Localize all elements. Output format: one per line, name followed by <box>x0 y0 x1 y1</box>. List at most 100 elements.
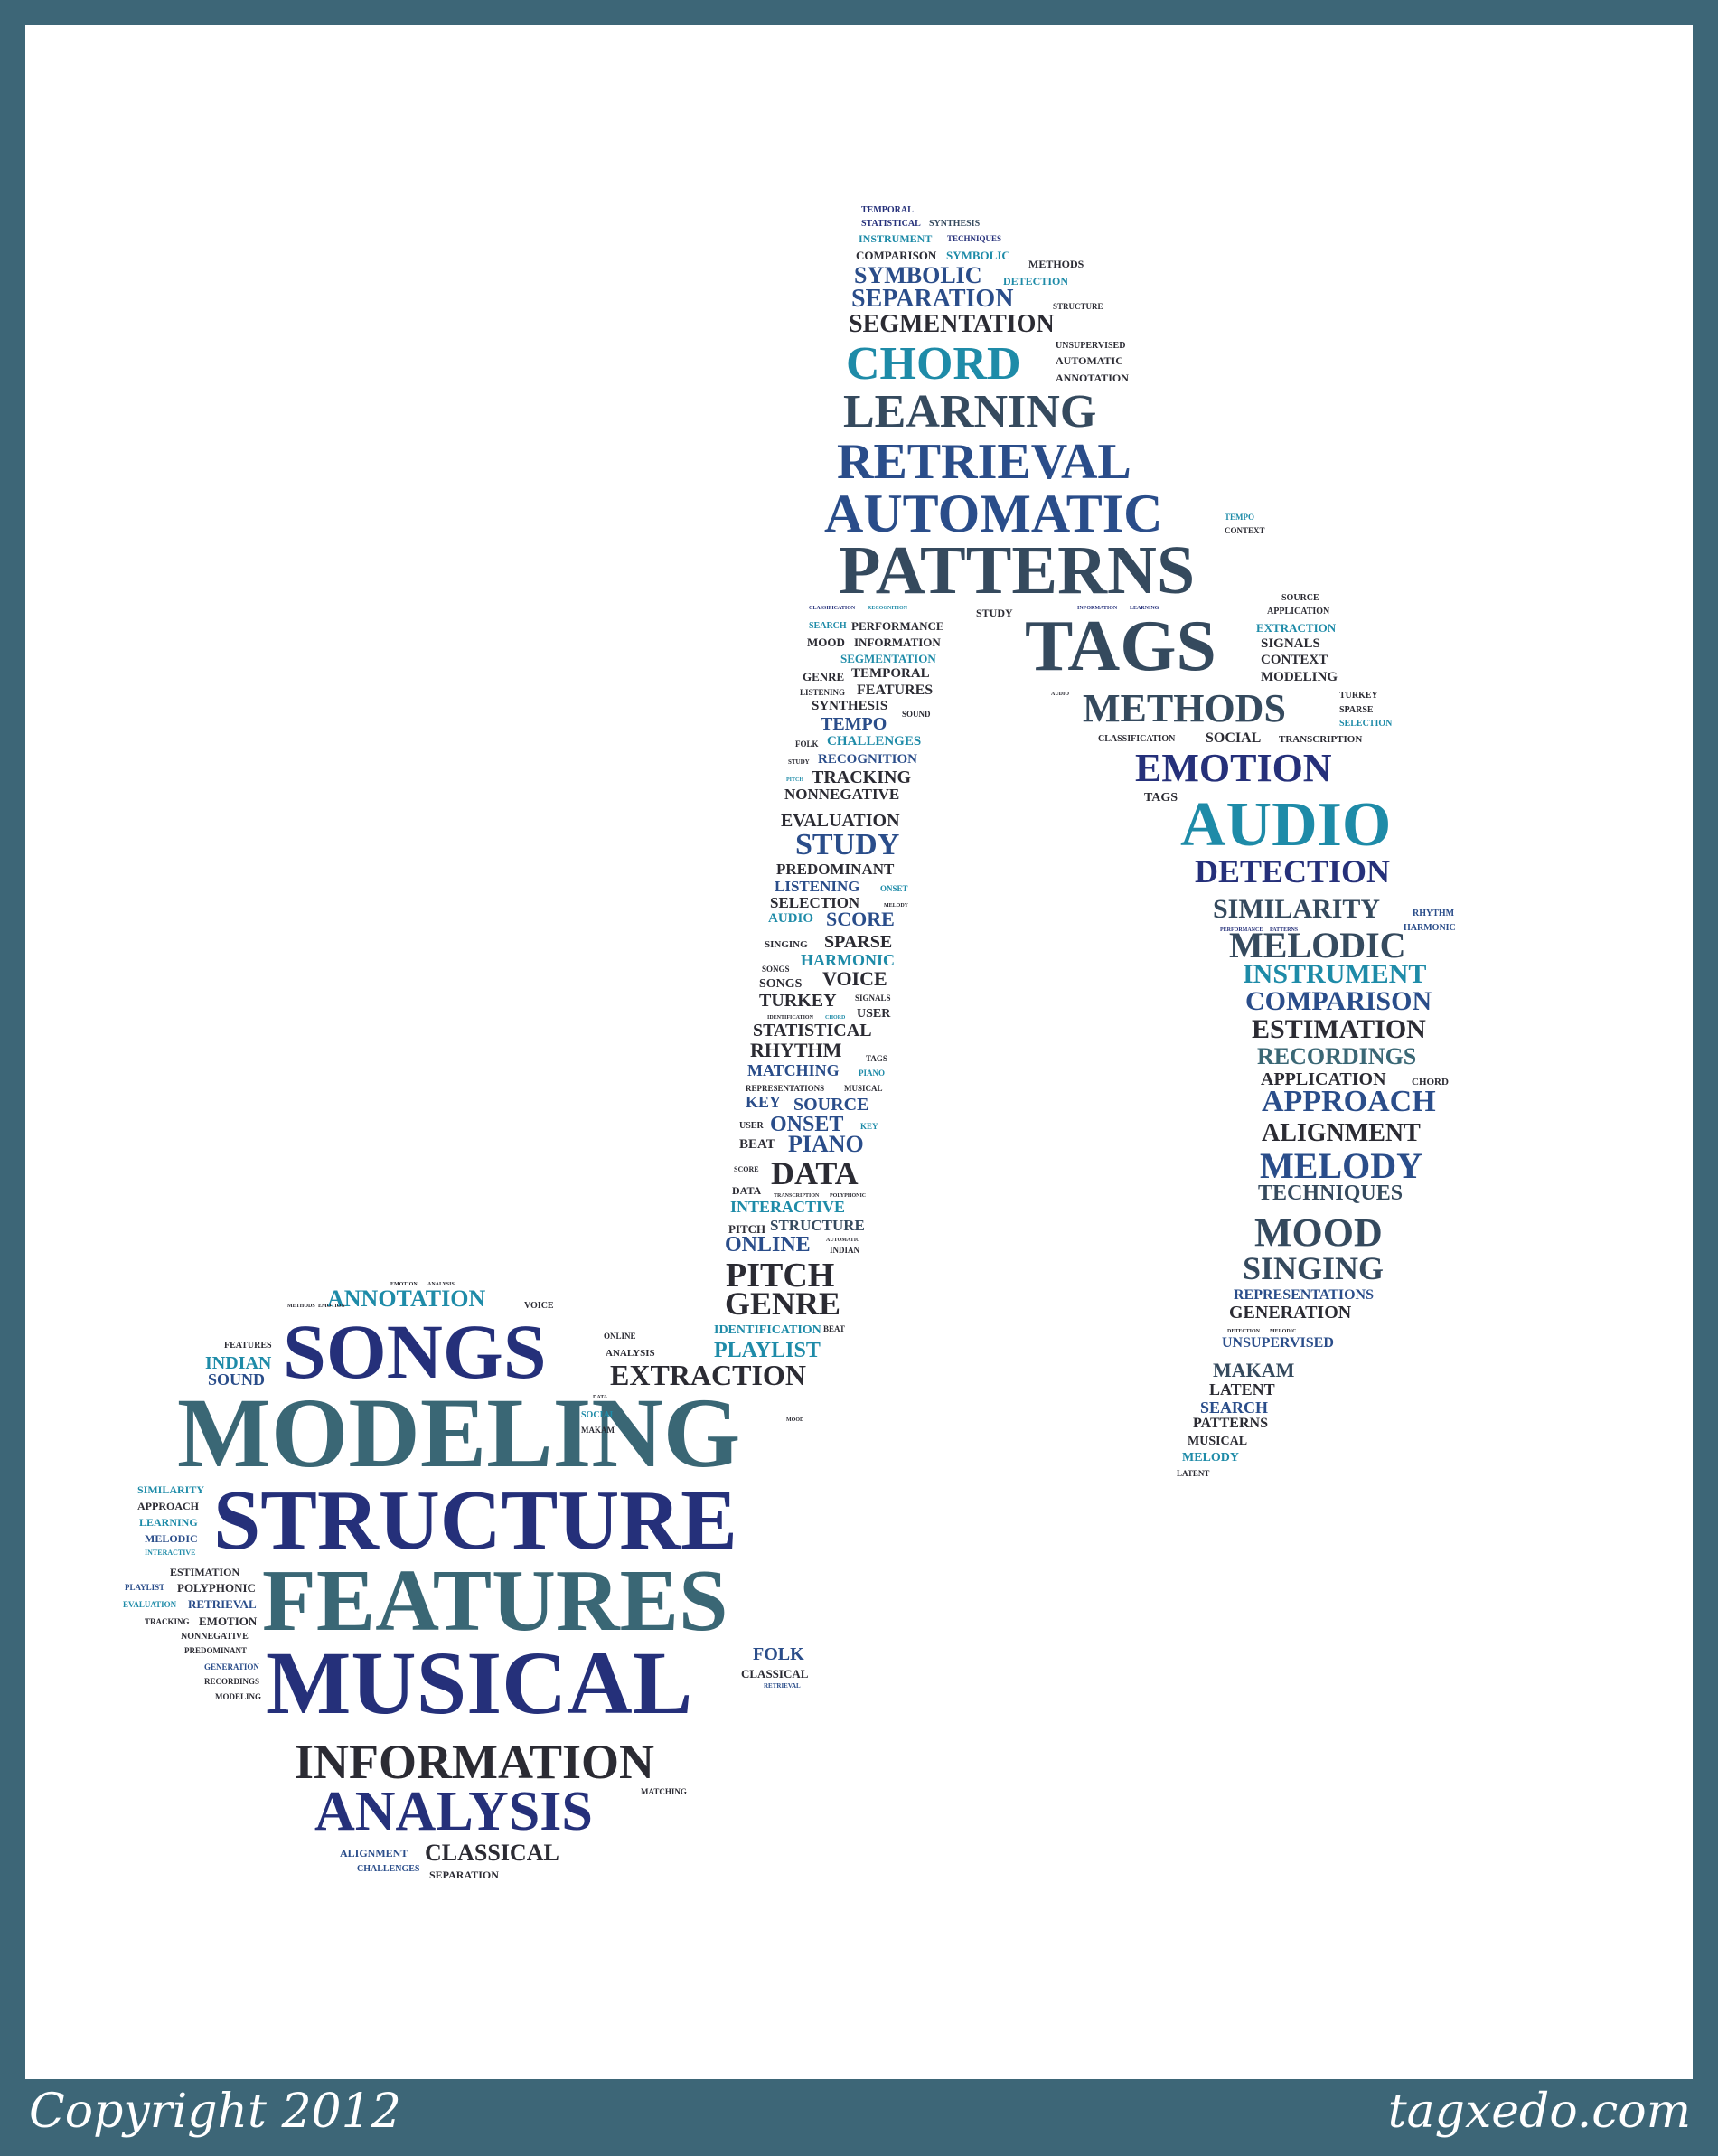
cloud-word: METHODS <box>287 1304 315 1309</box>
cloud-word: EMOTION <box>199 1615 258 1628</box>
cloud-word: MELODIC <box>145 1532 198 1545</box>
cloud-word: AUDIO <box>1180 790 1392 860</box>
cloud-word: EMOTION <box>318 1304 345 1309</box>
cloud-word: EMOTION <box>390 1282 418 1287</box>
cloud-word: APPLICATION <box>1267 607 1330 617</box>
cloud-word: EXTRACTION <box>1256 621 1337 635</box>
cloud-word: AUTOMATIC <box>824 484 1163 543</box>
cloud-word: RHYTHM <box>750 1039 842 1061</box>
cloud-word: SEGMENTATION <box>849 310 1055 338</box>
cloud-word: PIANO <box>859 1069 885 1078</box>
cloud-word: SYNTHESIS <box>812 699 888 713</box>
cloud-word: IDENTIFICATION <box>767 1015 813 1021</box>
cloud-word: SOCIAL <box>581 1410 616 1420</box>
cloud-word: SEGMENTATION <box>840 652 936 665</box>
cloud-word: SYNTHESIS <box>929 219 981 229</box>
cloud-word: LISTENING <box>775 878 860 895</box>
cloud-word: UNSUPERVISED <box>1222 1335 1334 1351</box>
cloud-word: MATCHING <box>747 1061 840 1079</box>
cloud-word: MATCHING <box>641 1787 687 1796</box>
cloud-word: POLYPHONIC <box>830 1193 867 1199</box>
cloud-word: RETRIEVAL <box>837 434 1131 490</box>
cloud-word: PREDOMINANT <box>184 1646 247 1655</box>
cloud-word: MELODY <box>884 903 908 909</box>
cloud-word: SYMBOLIC <box>946 249 1010 262</box>
cloud-word: HARMONIC <box>801 951 895 969</box>
cloud-word: SIMILARITY <box>1213 894 1381 924</box>
cloud-word: LATENT <box>1177 1469 1210 1478</box>
cloud-word: MOOD <box>1254 1210 1383 1255</box>
cloud-word: LEARNING <box>843 386 1097 438</box>
cloud-word: TURKEY <box>759 991 837 1011</box>
cloud-word: PIANO <box>788 1131 864 1157</box>
cloud-word: STRUCTURE <box>770 1217 865 1234</box>
cloud-word: RHYTHM <box>1413 909 1455 918</box>
cloud-word: MELODIC <box>1229 925 1406 965</box>
cloud-word: ANNOTATION <box>1056 372 1129 384</box>
cloud-word: SEARCH <box>809 621 847 631</box>
cloud-word: PERFORMANCE <box>1220 927 1263 933</box>
cloud-word: ANALYSIS <box>427 1282 455 1287</box>
cloud-word: SEPARATION <box>851 285 1014 313</box>
cloud-word: GENERATION <box>204 1662 259 1671</box>
cloud-word: INFORMATION <box>295 1735 654 1789</box>
cloud-word: POLYPHONIC <box>177 1581 256 1595</box>
cloud-word: GENRE <box>803 670 845 683</box>
cloud-word: SINGING <box>1243 1250 1385 1286</box>
cloud-word: SOURCE <box>1281 593 1319 603</box>
cloud-word: INTERACTIVE <box>730 1198 846 1216</box>
cloud-word: SOCIAL <box>1206 730 1262 746</box>
cloud-word: KEY <box>746 1093 782 1111</box>
cloud-word: ALIGNMENT <box>340 1847 408 1859</box>
cloud-word: NONNEGATIVE <box>784 786 900 803</box>
cloud-word: EMOTION <box>1135 746 1332 790</box>
cloud-word: ESTIMATION <box>170 1566 240 1578</box>
cloud-word: EVALUATION <box>123 1600 177 1609</box>
site-label[interactable]: tagxedo.com <box>1387 2085 1691 2139</box>
cloud-word: DETECTION <box>1003 275 1069 287</box>
cloud-word: MODELING <box>177 1378 741 1488</box>
cloud-word: PITCH <box>728 1222 766 1236</box>
cloud-word: TAGS <box>1144 791 1178 805</box>
cloud-word: ONSET <box>770 1113 844 1136</box>
cloud-word: REPRESENTATIONS <box>746 1084 825 1093</box>
cloud-word: SEARCH <box>1200 1398 1269 1417</box>
cloud-word: CLASSIFICATION <box>1098 734 1176 744</box>
cloud-word: LISTENING <box>800 688 846 697</box>
cloud-word: ONSET <box>880 884 908 893</box>
cloud-word: NONNEGATIVE <box>181 1632 249 1642</box>
cloud-word: APPLICATION <box>1261 1069 1386 1089</box>
cloud-word: TRANSCRIPTION <box>1279 734 1363 745</box>
cloud-word: COMPARISON <box>856 249 937 262</box>
cloud-word: USER <box>857 1007 891 1021</box>
cloud-word: DETECTION <box>1195 853 1391 890</box>
cloud-word: FEATURES <box>857 683 934 698</box>
cloud-word: FOLK <box>795 739 819 748</box>
cloud-word: SIGNALS <box>1261 636 1320 651</box>
cloud-word: INFORMATION <box>1077 606 1118 611</box>
cloud-word: GENERATION <box>1229 1303 1352 1323</box>
cloud-word: SCORE <box>826 908 895 930</box>
cloud-word: MAKAM <box>581 1426 615 1435</box>
cloud-word: SONGS <box>759 977 803 991</box>
cloud-word: STRUCTURE <box>213 1473 737 1568</box>
cloud-word: STATISTICAL <box>861 219 921 229</box>
cloud-word: VOICE <box>524 1301 554 1311</box>
cloud-word: MUSICAL <box>266 1633 693 1733</box>
cloud-word: CONTEXT <box>1261 653 1328 667</box>
cloud-word: CHORD <box>1412 1077 1449 1087</box>
cloud-word: ESTIMATION <box>1252 1014 1426 1044</box>
cloud-word: SIGNALS <box>855 993 891 1003</box>
cloud-word: AUTOMATIC <box>1056 354 1123 367</box>
cloud-word: ALIGNMENT <box>1262 1119 1421 1147</box>
cloud-word: METHODS <box>1028 258 1084 270</box>
cloud-word: DATA <box>732 1184 762 1197</box>
cloud-word: TECHNIQUES <box>947 234 1002 243</box>
cloud-word: STUDY <box>976 607 1013 619</box>
cloud-word: REPRESENTATIONS <box>1234 1287 1374 1303</box>
cloud-word: LATENT <box>1209 1380 1275 1398</box>
cloud-word: MOOD <box>786 1417 804 1423</box>
cloud-word: SONGS <box>762 965 790 974</box>
cloud-word: CLASSICAL <box>425 1840 559 1866</box>
cloud-word: ANALYSIS <box>606 1348 655 1359</box>
